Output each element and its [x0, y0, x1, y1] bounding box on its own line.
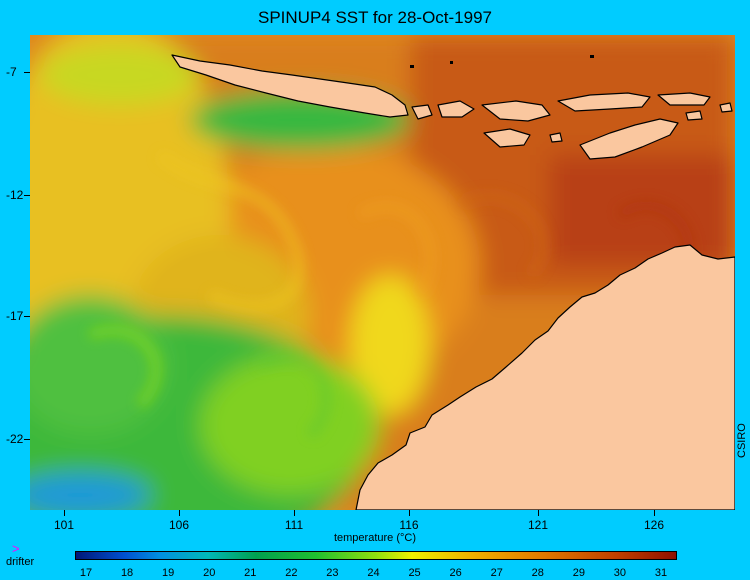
colorbar-tick-label: 22: [285, 567, 298, 579]
x-tick: [294, 510, 295, 516]
x-tick: [538, 510, 539, 516]
drifter-legend-label: drifter: [6, 556, 35, 568]
sst-map: [30, 35, 735, 510]
x-tick-label: 111: [284, 518, 304, 532]
colorbar-tick-label: 25: [408, 567, 421, 579]
colorbar-tick-label: 31: [654, 567, 668, 579]
y-tick: [24, 72, 30, 73]
x-tick-label: 116: [399, 518, 419, 532]
colorbar-tick-label: 24: [367, 567, 380, 579]
y-tick-label: -17: [6, 309, 24, 323]
colorbar-tick-label: 23: [326, 567, 339, 579]
land-masses: [171, 54, 735, 510]
y-tick-label: -7: [6, 65, 17, 79]
x-tick: [179, 510, 180, 516]
credit-label: CSIRO: [736, 423, 748, 458]
colorbar: [75, 551, 677, 560]
colorbar-tick-label: 17: [79, 567, 93, 579]
x-tick-label: 121: [527, 518, 549, 532]
x-tick: [654, 510, 655, 516]
drifter-marker-icon: >: [12, 541, 20, 556]
colorbar-tick-label: 20: [203, 567, 216, 579]
x-tick: [409, 510, 410, 516]
x-tick-label: 101: [53, 518, 75, 532]
y-tick: [24, 316, 30, 317]
y-tick: [24, 195, 30, 196]
map-title: SPINUP4 SST for 28-Oct-1997: [257, 8, 492, 27]
colorbar-tick-label: 18: [120, 567, 134, 579]
colorbar-tick-label: 27: [490, 567, 503, 579]
y-tick-label: -12: [6, 188, 24, 202]
y-tick: [24, 439, 30, 440]
x-tick-label: 106: [168, 518, 190, 532]
x-tick: [64, 510, 65, 516]
y-tick-label: -22: [6, 432, 24, 446]
x-tick-label: 126: [643, 518, 665, 532]
sst-field: [30, 35, 735, 510]
colorbar-tick-label: 30: [613, 567, 627, 579]
colorbar-tick-label: 21: [244, 567, 257, 579]
colorbar-tick-label: 28: [531, 567, 544, 579]
colorbar-label: temperature (°C): [333, 532, 417, 544]
colorbar-tick-label: 26: [449, 567, 462, 579]
colorbar-tick-label: 19: [162, 567, 175, 579]
colorbar-tick-label: 29: [572, 567, 585, 579]
